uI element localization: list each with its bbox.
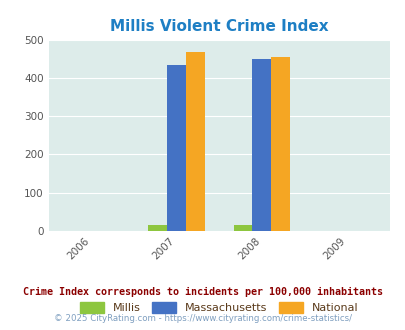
Bar [252, 59, 271, 231]
Text: Crime Index corresponds to incidents per 100,000 inhabitants: Crime Index corresponds to incidents per… [23, 287, 382, 297]
Bar [233, 225, 252, 231]
Bar [148, 225, 167, 231]
Bar [185, 52, 204, 231]
Text: © 2025 CityRating.com - https://www.cityrating.com/crime-statistics/: © 2025 CityRating.com - https://www.city… [54, 314, 351, 323]
Bar [167, 65, 185, 231]
Legend: Millis, Massachusetts, National: Millis, Massachusetts, National [75, 298, 362, 318]
Bar [271, 57, 289, 231]
Title: Millis Violent Crime Index: Millis Violent Crime Index [110, 19, 328, 34]
